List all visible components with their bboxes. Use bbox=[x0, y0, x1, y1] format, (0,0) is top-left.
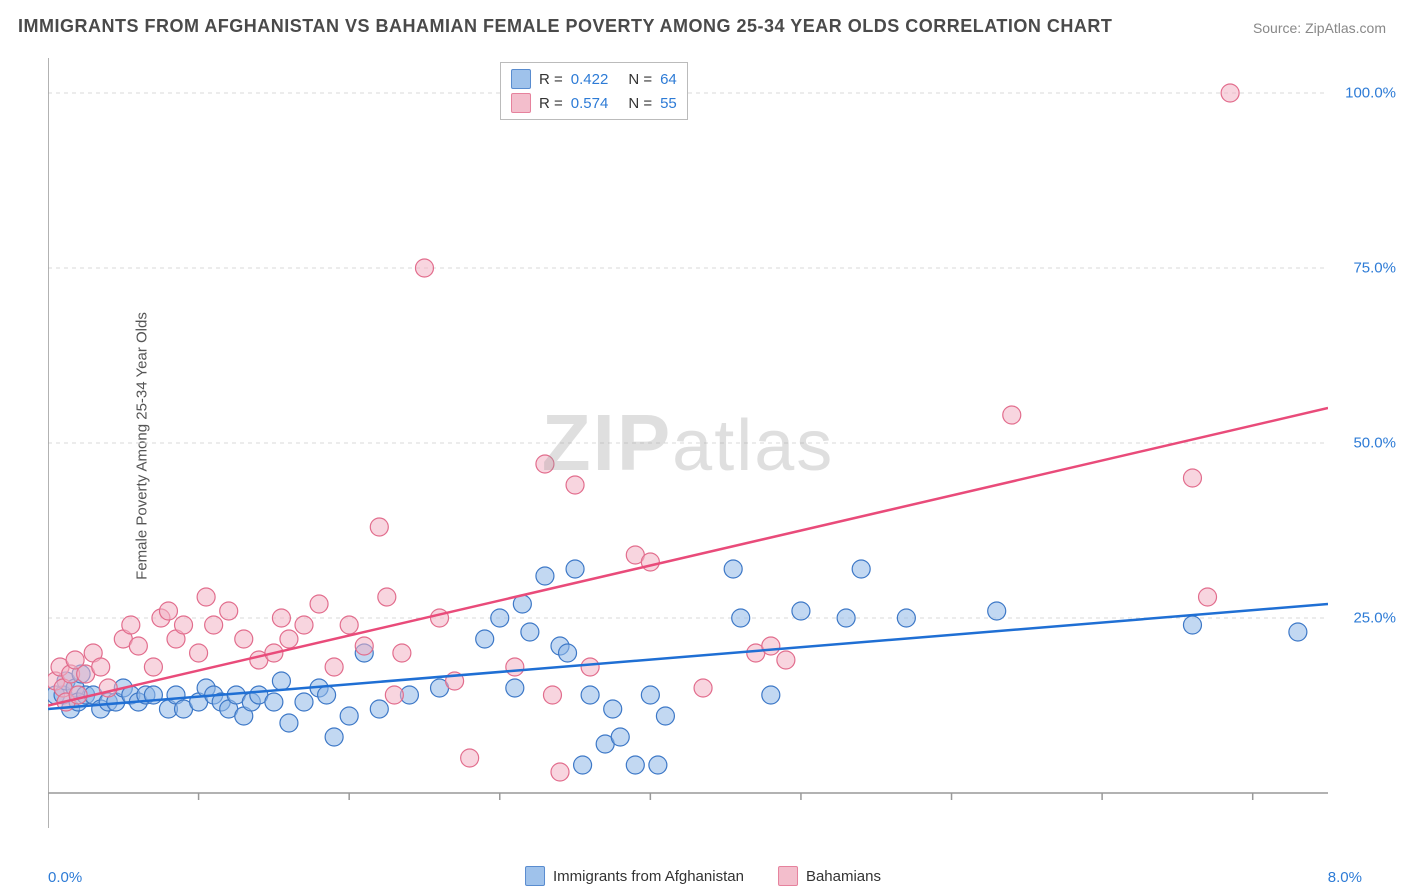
y-tick-label: 75.0% bbox=[1353, 260, 1396, 277]
legend-swatch bbox=[511, 93, 531, 113]
series-legend: Immigrants from Afghanistan Bahamians bbox=[525, 866, 881, 886]
series-label: Immigrants from Afghanistan bbox=[553, 868, 744, 885]
plot-area: ZIPatlas R =0.422N =64R =0.574N =55 bbox=[48, 58, 1328, 828]
r-value: 0.574 bbox=[571, 95, 609, 112]
x-axis-max: 8.0% bbox=[1328, 869, 1362, 886]
y-tick-label: 100.0% bbox=[1345, 85, 1396, 102]
n-value: 55 bbox=[660, 95, 677, 112]
series-legend-item: Bahamians bbox=[778, 866, 881, 886]
legend-swatch bbox=[778, 866, 798, 886]
y-tick-label: 25.0% bbox=[1353, 610, 1396, 627]
y-tick-label: 50.0% bbox=[1353, 435, 1396, 452]
series-label: Bahamians bbox=[806, 868, 881, 885]
legend-swatch bbox=[525, 866, 545, 886]
x-axis-min: 0.0% bbox=[48, 869, 82, 886]
legend-row: R = 0.422 N = 64 bbox=[511, 67, 677, 91]
correlation-legend: R = 0.422 N = 64 R = 0.574 N = 55 bbox=[500, 62, 688, 120]
legend-row: R = 0.574 N = 55 bbox=[511, 91, 677, 115]
r-label: R = bbox=[539, 71, 563, 88]
n-label: N = bbox=[628, 95, 652, 112]
scatter-chart bbox=[48, 58, 1328, 828]
source-label: Source: ZipAtlas.com bbox=[1253, 20, 1386, 36]
chart-title: IMMIGRANTS FROM AFGHANISTAN VS BAHAMIAN … bbox=[18, 16, 1112, 37]
r-label: R = bbox=[539, 95, 563, 112]
legend-swatch bbox=[511, 69, 531, 89]
series-legend-item: Immigrants from Afghanistan bbox=[525, 866, 744, 886]
r-value: 0.422 bbox=[571, 71, 609, 88]
n-value: 64 bbox=[660, 71, 677, 88]
n-label: N = bbox=[628, 71, 652, 88]
